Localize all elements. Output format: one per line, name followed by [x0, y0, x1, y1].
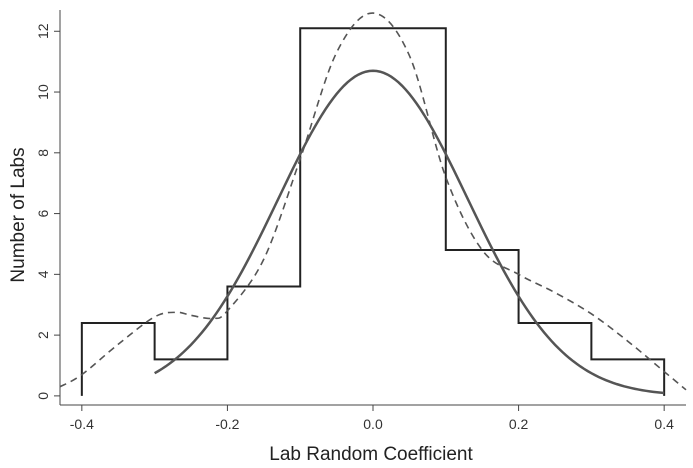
y-tick-label: 12 — [35, 23, 51, 39]
x-tick-label: 0.2 — [509, 416, 529, 432]
normal-curve-solid — [154, 69, 665, 395]
y-axis-title: Number of Labs — [8, 147, 29, 282]
density-curve-dashed — [59, 12, 687, 391]
y-tick-label: 0 — [35, 392, 51, 400]
chart-series — [59, 12, 687, 396]
y-axis-ticks: 0 2 4 6 8 10 12 — [35, 23, 60, 400]
y-tick-label: 8 — [35, 149, 51, 157]
histogram-bars — [80, 27, 666, 396]
x-tick-label: -0.4 — [70, 416, 94, 432]
x-tick-label: 0.4 — [654, 416, 674, 432]
y-tick-label: 10 — [35, 84, 51, 100]
x-axis-title: Lab Random Coefficient — [269, 444, 473, 465]
y-tick-label: 4 — [35, 270, 51, 278]
y-tick-label: 6 — [35, 209, 51, 217]
x-tick-label: -0.2 — [215, 416, 239, 432]
y-tick-label: 2 — [35, 331, 51, 339]
x-tick-label: 0.0 — [363, 416, 383, 432]
x-axis-ticks: -0.4 -0.2 0.0 0.2 0.4 — [70, 405, 674, 432]
